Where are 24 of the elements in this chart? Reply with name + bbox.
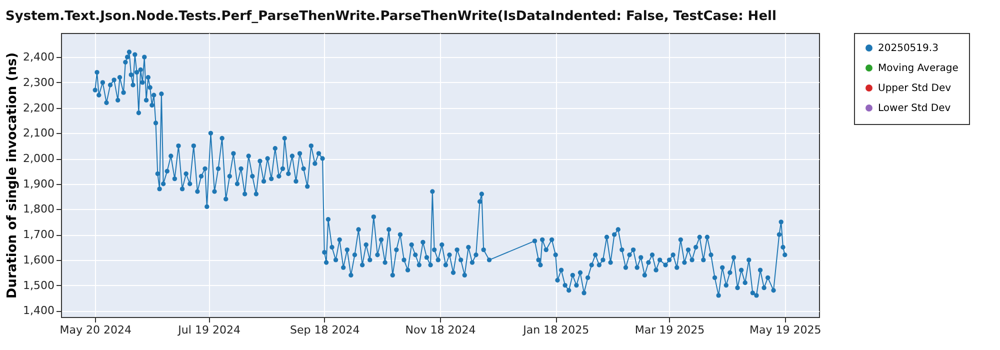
y-tick-label: 2,100 — [23, 126, 54, 140]
y-tick-label: 1,600 — [23, 253, 54, 266]
x-tick-label: Nov 18 2024 — [405, 324, 476, 336]
y-tick-label: 2,200 — [23, 101, 54, 114]
legend-label: Moving Average — [878, 63, 958, 74]
x-tick-label: Jan 18 2025 — [522, 324, 590, 336]
legend-label: Upper Std Dev — [878, 83, 952, 94]
y-tick-label: 1,500 — [23, 278, 54, 292]
y-axis-title: Duration of single invocation (ns) — [5, 52, 20, 299]
y-tick-label: 1,800 — [23, 202, 54, 216]
y-tick-label: 2,000 — [23, 152, 54, 166]
legend-label: 20250519.3 — [878, 43, 938, 54]
chart-title: System.Text.Json.Node.Tests.Perf_ParseThenWrite.ParseThenWrite(IsDataIndented: False, TestCase: Hell — [6, 9, 776, 24]
legend-label: Lower Std Dev — [878, 103, 951, 114]
x-tick-label: Jul 19 2024 — [177, 324, 240, 336]
x-tick-label: May 20 2024 — [60, 324, 132, 336]
y-tick-label: 1,400 — [23, 304, 54, 318]
x-tick-label: Sep 18 2024 — [290, 324, 360, 336]
y-tick-label: 1,900 — [23, 177, 54, 190]
y-tick-label: 2,400 — [23, 50, 54, 64]
y-tick-label: 2,300 — [23, 76, 54, 89]
y-tick-label: 1,700 — [23, 228, 54, 242]
x-tick-label: Mar 19 2025 — [634, 324, 705, 336]
x-tick-label: May 19 2025 — [750, 324, 822, 336]
